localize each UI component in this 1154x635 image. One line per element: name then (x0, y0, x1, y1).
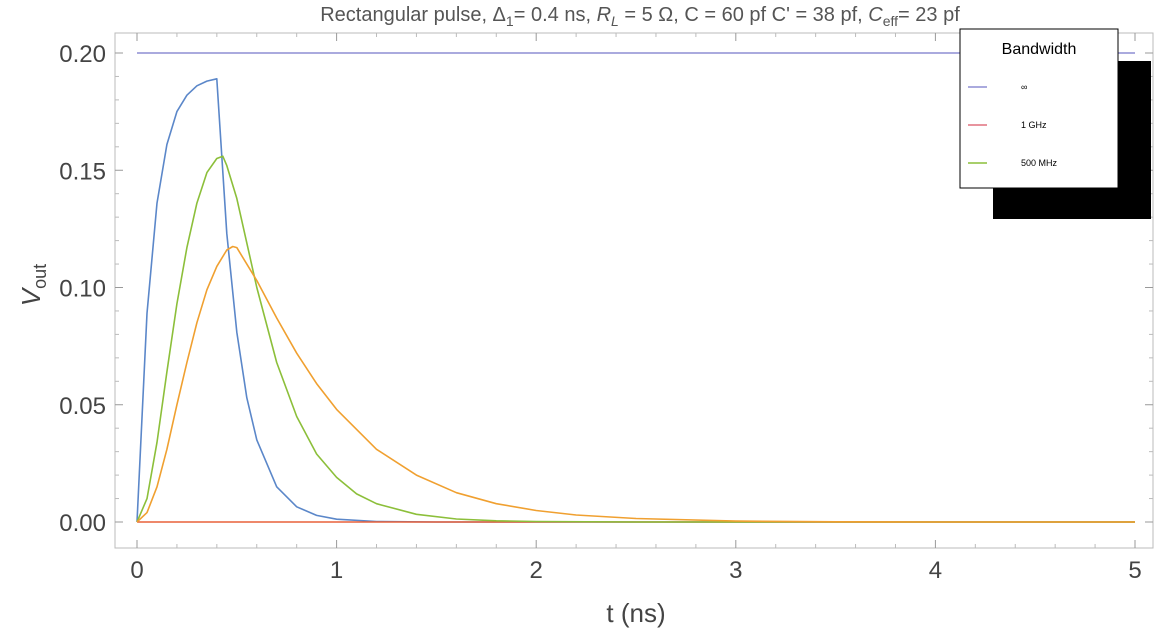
title-delta-sub: 1 (506, 13, 514, 29)
x-tick-label: 2 (530, 557, 543, 584)
y-tick-label: 0.00 (59, 510, 106, 537)
legend-title: Bandwidth (1002, 41, 1077, 58)
legend-entry-label-2: 500 MHz (1021, 158, 1058, 168)
x-tick-label: 5 (1128, 557, 1141, 584)
y-tick-label: 0.20 (59, 41, 106, 68)
y-axis-label: Vout (16, 264, 50, 306)
chart-title: Rectangular pulse, Δ1= 0.4 ns, RL = 5 Ω,… (320, 4, 960, 29)
x-tick-label: 4 (929, 557, 942, 584)
x-tick-label: 3 (729, 557, 742, 584)
title-mid1: = 0.4 ns, (514, 4, 597, 26)
y-tick-label: 0.15 (59, 158, 106, 185)
series-line-4 (136, 245, 1135, 523)
title-ceff-sub: eff (883, 13, 898, 29)
y-tick-label: 0.05 (59, 393, 106, 420)
plot-frame (114, 32, 1154, 549)
title-ceff: C (868, 4, 883, 26)
x-axis-label: t (ns) (606, 598, 665, 628)
title-prefix: Rectangular pulse, Δ (320, 4, 506, 26)
title-end: = 23 pf (898, 4, 960, 26)
ticks: 0 1 2 3 4 5 0.00 0.05 0.10 0.15 0.20 (59, 33, 1153, 584)
x-tick-label: 1 (330, 557, 343, 584)
y-axis-label-main: V (16, 286, 46, 306)
legend-entries: ∞ 1 GHz 500 MHz (968, 82, 1058, 168)
title-rl-sub: L (611, 13, 619, 29)
legend-entry-label-0: ∞ (1021, 82, 1027, 92)
legend-box (959, 28, 1119, 189)
legend: Bandwidth ∞ 1 GHz 500 MHz (959, 28, 1151, 219)
title-mid2: = 5 Ω, C = 60 pf C' = 38 pf, (619, 4, 868, 26)
series-line-3 (136, 155, 1135, 523)
legend-entry-label-1: 1 GHz (1021, 120, 1047, 130)
title-rl: R (597, 4, 611, 26)
y-tick-label: 0.10 (59, 276, 106, 303)
x-tick-label: 0 (130, 557, 143, 584)
y-axis-label-sub: out (30, 264, 50, 289)
